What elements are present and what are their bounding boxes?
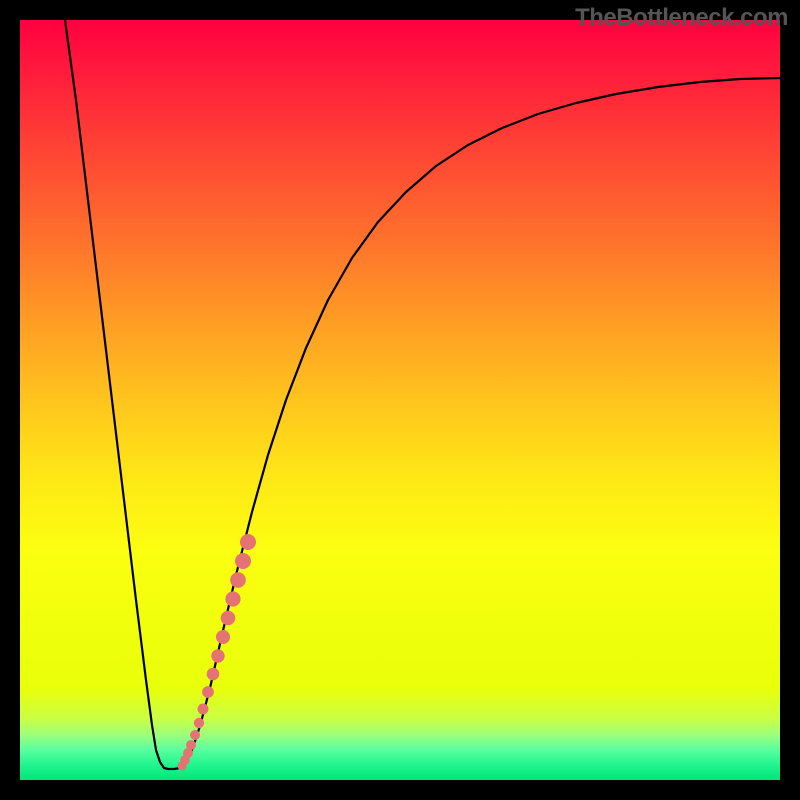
marker-point — [225, 591, 240, 606]
marker-point — [198, 704, 209, 715]
marker-point — [211, 649, 224, 662]
marker-point — [186, 740, 196, 750]
chart-svg — [0, 0, 800, 800]
plot-area — [20, 20, 780, 780]
chart-container: TheBottleneck.com — [0, 0, 800, 800]
marker-point — [235, 553, 251, 569]
marker-point — [221, 611, 236, 626]
marker-point — [216, 630, 230, 644]
watermark-text: TheBottleneck.com — [575, 4, 788, 32]
marker-point — [194, 718, 204, 728]
marker-point — [190, 730, 200, 740]
marker-point — [230, 572, 246, 588]
marker-point — [240, 534, 256, 550]
marker-point — [202, 686, 214, 698]
marker-point — [207, 668, 220, 681]
